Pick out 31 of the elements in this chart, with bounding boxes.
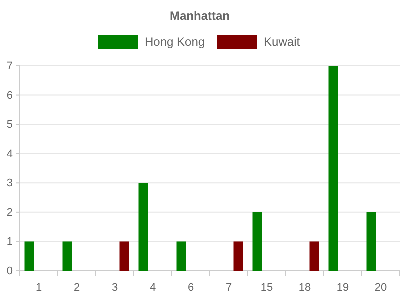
bar [310, 242, 320, 271]
y-tick-label: 5 [6, 119, 13, 132]
legend-label: Kuwait [264, 35, 301, 49]
x-tick-label: 4 [150, 282, 156, 294]
y-tick-label: 7 [6, 60, 13, 73]
x-tick-label: 7 [226, 282, 232, 294]
x-tick-label: 19 [336, 282, 350, 294]
x-tick-label: 6 [188, 282, 194, 294]
y-tick-label: 4 [6, 148, 13, 160]
x-tick-label: 3 [112, 282, 118, 294]
legend-label: Hong Kong [145, 35, 206, 49]
bar [328, 66, 338, 271]
bar [120, 242, 130, 271]
x-tick-label: 20 [374, 282, 388, 294]
bar [366, 212, 376, 271]
x-tick-label: 2 [74, 282, 80, 294]
chart-title: Manhattan [170, 9, 230, 23]
y-tick-label: 6 [6, 90, 13, 102]
y-tick-label: 2 [6, 206, 13, 219]
bar [24, 242, 34, 271]
bar [138, 183, 148, 271]
x-tick-label: 18 [298, 282, 312, 294]
bar [176, 242, 186, 271]
x-tick-label: 15 [260, 282, 274, 294]
y-tick-label: 0 [6, 266, 13, 278]
bar [62, 242, 72, 271]
bar [252, 212, 262, 271]
y-tick-label: 3 [6, 178, 13, 190]
y-tick-label: 1 [6, 236, 13, 248]
x-tick-label: 1 [36, 282, 42, 294]
bar [234, 242, 244, 271]
